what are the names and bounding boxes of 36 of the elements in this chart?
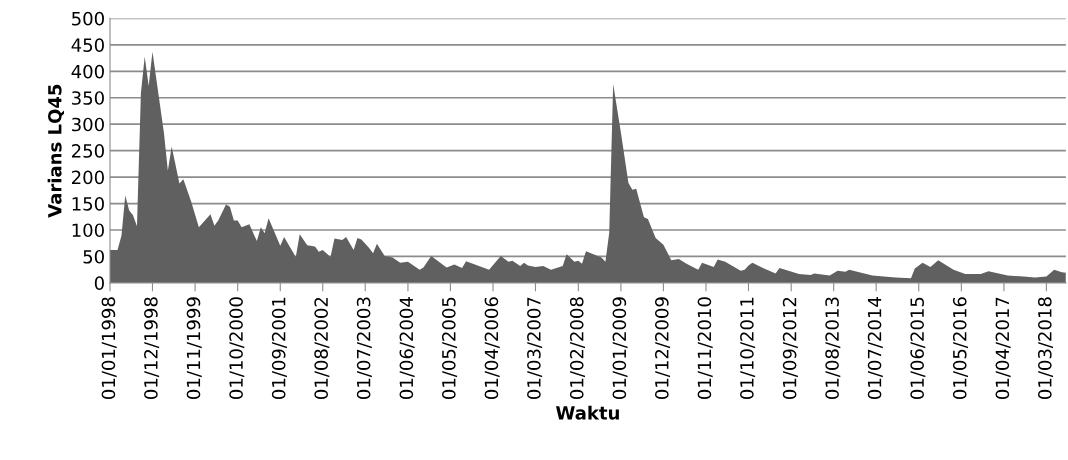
y-tick-label: 400 [71, 64, 104, 79]
x-tick-label: 01/06/2015 [910, 297, 926, 399]
x-tick-label: 01/06/2004 [399, 297, 415, 399]
y-tick-label: 450 [71, 38, 104, 52]
x-axis-title: Waktu [556, 405, 619, 420]
x-tick-label: 01/01/2009 [612, 297, 628, 399]
y-tick-label: 500 [72, 11, 104, 26]
x-tick-label: 01/08/2002 [314, 297, 330, 399]
y-tick-label: 200 [72, 170, 104, 185]
x-tick-label: 01/03/2018 [1037, 297, 1054, 399]
y-tick-label: 0 [94, 276, 104, 291]
y-tick-label: 100 [72, 223, 104, 238]
x-tick-label: 01/11/1999 [186, 297, 202, 399]
x-tick-label: 01/07/2014 [867, 297, 883, 399]
x-tick-label: 01/05/2005 [441, 297, 458, 399]
y-tick-label: 250 [72, 144, 104, 158]
x-tick-label: 01/12/2009 [654, 297, 671, 399]
x-tick-label: 01/07/2003 [356, 297, 372, 399]
x-tick-label: 01/10/2011 [740, 297, 756, 399]
y-tick-label: 50 [83, 249, 104, 264]
x-tick-label: 01/04/2017 [995, 297, 1011, 399]
x-tick-label: 01/10/2000 [229, 297, 245, 399]
x-tick-label: 01/01/1998 [101, 297, 117, 399]
y-tick-label: 150 [72, 197, 104, 211]
y-axis-title: Varians LQ45 [47, 84, 64, 218]
x-tick-label: 01/04/2006 [484, 297, 500, 399]
x-tick-label: 01/05/2016 [952, 297, 968, 399]
x-tick-label: 01/08/2013 [825, 297, 841, 399]
y-tick-label: 300 [72, 117, 104, 132]
y-tick-label: 350 [72, 91, 104, 105]
x-tick-label: 01/11/2010 [697, 297, 713, 399]
x-tick-label: 01/02/2008 [569, 297, 585, 399]
x-tick-label: 01/03/2007 [527, 297, 543, 399]
x-tick-label: 01/09/2001 [271, 297, 287, 399]
x-tick-label: 01/09/2012 [782, 297, 798, 399]
x-tick-label: 01/12/1998 [144, 297, 160, 399]
